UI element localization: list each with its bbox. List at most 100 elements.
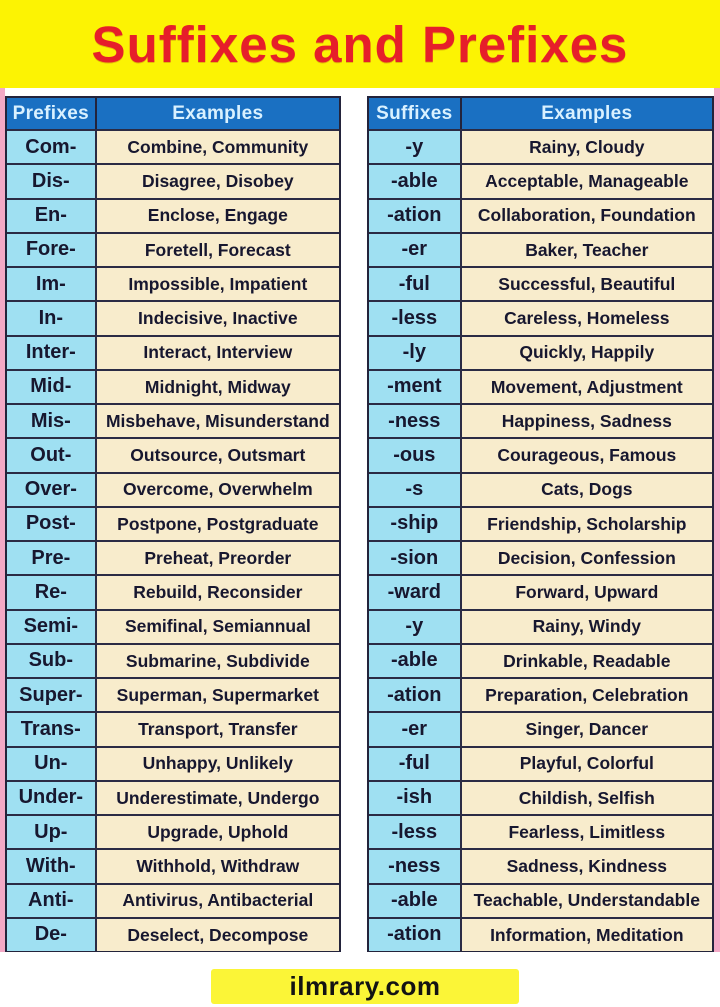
table-row: -able Drinkable, Readable — [369, 642, 712, 677]
affix-cell: Semi- — [7, 610, 97, 643]
affix-cell: Un- — [7, 747, 97, 780]
table-row: Under- Underestimate, Undergo — [7, 779, 339, 814]
affix-cell: Re- — [7, 576, 97, 609]
table-row: De- Deselect, Decompose — [7, 916, 339, 951]
table-row: Sub- Submarine, Subdivide — [7, 642, 339, 677]
table-row: -s Cats, Dogs — [369, 471, 712, 506]
examples-cell: Careless, Homeless — [461, 302, 712, 335]
table-row: -ness Sadness, Kindness — [369, 848, 712, 883]
table-row: Re- Rebuild, Reconsider — [7, 574, 339, 609]
table-row: Im- Impossible, Impatient — [7, 266, 339, 301]
table-row: Mid- Midnight, Midway — [7, 368, 339, 403]
affix-cell: -able — [369, 884, 462, 917]
affix-cell: -ness — [369, 405, 462, 438]
table-row: Semi- Semifinal, Semiannual — [7, 608, 339, 643]
page-title: Suffixes and Prefixes — [91, 15, 629, 73]
examples-cell: Transport, Transfer — [96, 713, 339, 746]
right-pink-border — [714, 88, 720, 954]
table-row: Dis- Disagree, Disobey — [7, 163, 339, 198]
affix-cell: Com- — [7, 131, 97, 164]
table-row: -less Careless, Homeless — [369, 300, 712, 335]
table-row: -able Acceptable, Manageable — [369, 163, 712, 198]
table-row: Pre- Preheat, Preorder — [7, 540, 339, 575]
examples-cell: Baker, Teacher — [461, 233, 712, 266]
affix-cell: -y — [369, 131, 462, 164]
examples-cell: Fearless, Limitless — [461, 816, 712, 849]
examples-cell: Interact, Interview — [96, 336, 339, 369]
table-row: With- Withhold, Withdraw — [7, 848, 339, 883]
table-row: Super- Superman, Supermarket — [7, 677, 339, 712]
affix-cell: Fore- — [7, 233, 97, 266]
footer: ilmrary.com — [0, 952, 720, 1007]
affix-cell: Mid- — [7, 370, 97, 403]
affix-cell: -ness — [369, 850, 462, 883]
prefixes-table: Prefixes Examples Com- Combine, Community… — [5, 96, 341, 953]
affix-cell: Super- — [7, 679, 97, 712]
affix-cell: En- — [7, 199, 97, 232]
affix-cell: Pre- — [7, 542, 97, 575]
affix-cell: -sion — [369, 542, 462, 575]
examples-cell: Collaboration, Foundation — [461, 199, 712, 232]
examples-cell: Decision, Confession — [461, 542, 712, 575]
prefixes-header-cell: Prefixes — [7, 98, 97, 129]
affix-cell: De- — [7, 918, 97, 951]
table-row: -ful Playful, Colorful — [369, 745, 712, 780]
table-row: Trans- Transport, Transfer — [7, 711, 339, 746]
affix-cell: In- — [7, 302, 97, 335]
examples-cell: Disagree, Disobey — [96, 165, 339, 198]
examples-cell: Sadness, Kindness — [461, 850, 712, 883]
table-row: -ment Movement, Adjustment — [369, 368, 712, 403]
affix-cell: -ment — [369, 370, 462, 403]
examples-cell: Foretell, Forecast — [96, 233, 339, 266]
table-row: Com- Combine, Community — [7, 129, 339, 164]
table-row: -ation Collaboration, Foundation — [369, 197, 712, 232]
examples-cell: Overcome, Overwhelm — [96, 473, 339, 506]
examples-cell: Deselect, Decompose — [96, 918, 339, 951]
affix-cell: -able — [369, 644, 462, 677]
suffixes-table-header: Suffixes Examples — [369, 98, 712, 129]
site-name-badge: ilmrary.com — [211, 969, 519, 1004]
affix-cell: -ous — [369, 439, 462, 472]
affix-cell: -ish — [369, 781, 462, 814]
affix-cell: Inter- — [7, 336, 97, 369]
prefixes-table-header: Prefixes Examples — [7, 98, 339, 129]
examples-cell: Forward, Upward — [461, 576, 712, 609]
examples-cell: Cats, Dogs — [461, 473, 712, 506]
affix-cell: Over- — [7, 473, 97, 506]
table-row: -ward Forward, Upward — [369, 574, 712, 609]
examples-cell: Childish, Selfish — [461, 781, 712, 814]
affix-cell: -less — [369, 302, 462, 335]
affix-cell: -ation — [369, 679, 462, 712]
examples-cell: Misbehave, Misunderstand — [96, 405, 339, 438]
table-row: -y Rainy, Cloudy — [369, 129, 712, 164]
examples-cell: Rainy, Windy — [461, 610, 712, 643]
examples-cell: Impossible, Impatient — [96, 268, 339, 301]
table-row: -y Rainy, Windy — [369, 608, 712, 643]
affix-cell: Im- — [7, 268, 97, 301]
examples-cell: Information, Meditation — [461, 918, 712, 951]
table-row: -ly Quickly, Happily — [369, 334, 712, 369]
examples-cell: Successful, Beautiful — [461, 268, 712, 301]
table-row: Out- Outsource, Outsmart — [7, 437, 339, 472]
tables-container: Prefixes Examples Com- Combine, Community… — [5, 96, 714, 953]
prefixes-table-body: Com- Combine, Community Dis- Disagree, Diso… — [7, 129, 339, 951]
affix-cell: -ship — [369, 507, 462, 540]
examples-cell: Postpone, Postgraduate — [96, 507, 339, 540]
examples-cell: Superman, Supermarket — [96, 679, 339, 712]
affix-cell: -ation — [369, 199, 462, 232]
left-pink-border — [0, 88, 5, 954]
table-row: -er Baker, Teacher — [369, 231, 712, 266]
examples-cell: Withhold, Withdraw — [96, 850, 339, 883]
examples-cell: Combine, Community — [96, 131, 339, 164]
affix-cell: -ful — [369, 268, 462, 301]
affix-cell: With- — [7, 850, 97, 883]
suffixes-table-body: -y Rainy, Cloudy -able Acceptable, Manageab… — [369, 129, 712, 951]
table-row: -er Singer, Dancer — [369, 711, 712, 746]
title-banner: Suffixes and Prefixes — [0, 0, 720, 88]
examples-cell: Friendship, Scholarship — [461, 507, 712, 540]
table-row: -ness Happiness, Sadness — [369, 403, 712, 438]
table-row: -ful Successful, Beautiful — [369, 266, 712, 301]
affix-cell: -ful — [369, 747, 462, 780]
examples-cell: Quickly, Happily — [461, 336, 712, 369]
